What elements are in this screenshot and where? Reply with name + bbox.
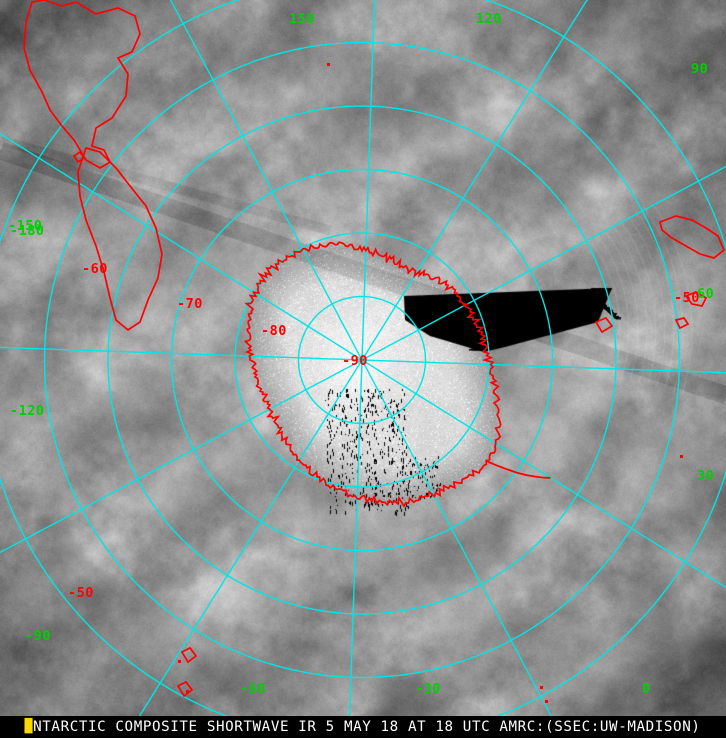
- parallel-circle: [0, 0, 726, 716]
- longitude-label-150: 150: [289, 11, 315, 27]
- longitude-label-60: 60: [697, 286, 714, 302]
- small-island-c: [594, 316, 614, 334]
- meridian-line: [361, 359, 726, 589]
- coastline-layer: [23, 0, 726, 703]
- meridian-line: [138, 359, 363, 716]
- island-speck-3: [545, 700, 548, 703]
- island-speck-4: [178, 660, 181, 663]
- longitude-label-neg30: -30: [415, 681, 441, 697]
- meridian-line: [361, 165, 726, 361]
- parallel-circle: [297, 295, 427, 425]
- south-georgia: [684, 291, 708, 307]
- small-island-b: [176, 680, 194, 698]
- antarctic-peninsula-coastline: [486, 460, 551, 479]
- south-america-tip: [658, 215, 726, 259]
- latitude-label-4: -50: [68, 585, 94, 601]
- longitude-label-120: 120: [476, 11, 502, 27]
- longitude-label-neg120: -120: [10, 403, 45, 419]
- falkland-islands: [674, 317, 690, 330]
- latitude-label-0: -60: [82, 261, 108, 277]
- meridian-line: [361, 359, 553, 716]
- meridian-line: [348, 359, 363, 716]
- meridian-line: [0, 346, 363, 361]
- longitude-label-neg90: -90: [25, 628, 51, 644]
- caption-bar: ANTARCTIC COMPOSITE SHORTWAVE IR 5 MAY 1…: [0, 716, 726, 738]
- longitude-label-neg60: -60: [240, 681, 266, 697]
- latitude-label-3: -90: [342, 353, 368, 369]
- island-speck-0: [327, 63, 330, 66]
- small-island-d: [72, 150, 86, 164]
- latitude-label-5: -50: [674, 290, 700, 306]
- longitude-label-neg150: -150: [8, 218, 43, 234]
- parallel-circle: [170, 168, 554, 552]
- longitude-label-30: 30: [697, 468, 714, 484]
- meridian-line: [361, 0, 588, 361]
- parallel-circle: [107, 105, 617, 615]
- island-speck-2: [540, 686, 543, 689]
- grid-label-layer: 150 120 90 60 30 0 -30 -60 -90 -120 -150-180 -60 -70…: [8, 11, 714, 697]
- meridian-line: [169, 0, 363, 361]
- longitude-label-90: 90: [691, 61, 708, 77]
- new-zealand-north-island: [23, 0, 141, 169]
- latitude-label-1: -70: [177, 296, 203, 312]
- island-speck-1: [680, 455, 683, 458]
- island-speck-5: [186, 690, 189, 693]
- map-overlay: 150 120 90 60 30 0 -30 -60 -90 -120 -150-180 -60 -70…: [0, 0, 726, 716]
- antarctica-coastline: [243, 241, 502, 508]
- small-island-a: [180, 646, 198, 664]
- meridian-line: [361, 0, 376, 361]
- meridian-line: [0, 359, 363, 554]
- new-zealand-south-island: [77, 146, 163, 332]
- parallel-circle: [234, 232, 490, 488]
- meridian-line: [0, 132, 363, 361]
- longitude-label-neg180: -180: [10, 223, 45, 239]
- graticule-layer: [0, 0, 726, 716]
- meridian-line: [361, 359, 726, 374]
- latitude-label-2: -80: [261, 323, 287, 339]
- parallel-circle: [43, 41, 681, 679]
- longitude-label-0: 0: [642, 681, 651, 697]
